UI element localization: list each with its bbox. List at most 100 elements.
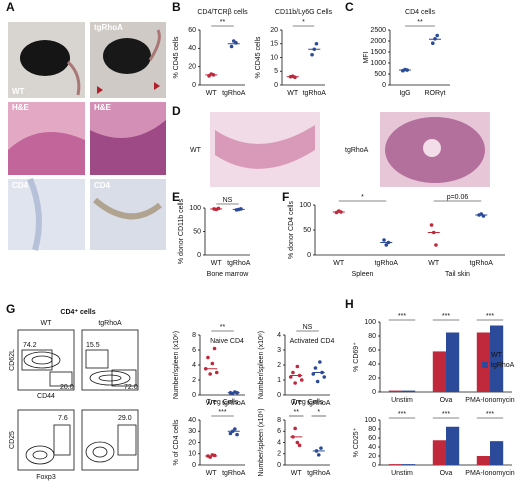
tissue (8, 132, 85, 175)
y-tick-label: 40 (188, 417, 196, 424)
gate-value: 20.0 (60, 384, 74, 391)
gate (111, 369, 137, 387)
y-tick-label: 0 (372, 462, 376, 469)
x-tick-label: Unstim (391, 470, 413, 477)
gate-value: 72.0 (124, 384, 138, 391)
image-label: H&E (12, 103, 30, 112)
significance: * (317, 409, 320, 416)
significance: p=0.06 (447, 194, 469, 201)
contour (85, 441, 115, 463)
significance: *** (218, 409, 226, 416)
x-tick-label: Ova (440, 470, 453, 477)
data-point (212, 453, 217, 458)
y-tick-label: 10 (270, 54, 278, 61)
tissue (215, 125, 315, 169)
data-point (235, 432, 239, 437)
data-point (429, 223, 434, 227)
data-point (310, 52, 314, 57)
x-tick-label: WT (333, 260, 345, 267)
bar (490, 325, 504, 392)
x-tick-label: tgRhoA (307, 470, 331, 477)
y-axis-label: % donor CD11b cells (178, 198, 185, 264)
image-label: H&E (94, 103, 112, 112)
flow-frame (17, 329, 75, 391)
significance: *** (442, 411, 450, 418)
y-tick-label: 1500 (370, 49, 386, 56)
y-tick-label: 2 (192, 377, 196, 384)
y-tick-label: 0 (382, 82, 386, 89)
y-tick-label: 40 (188, 45, 196, 52)
significance: NS (303, 324, 313, 331)
y-tick-label: 30 (188, 428, 196, 435)
x-tick-label: RORγt (425, 90, 446, 97)
x-tick-label: WT (206, 400, 218, 407)
x-tick-label: PMA-Ionomycin (465, 470, 515, 477)
y-tick-label: 0 (192, 462, 196, 469)
panel-label: H (345, 297, 354, 311)
x-tick-label: Unstim (391, 397, 413, 404)
x-tick-label: IgG (399, 90, 410, 97)
x-tick-label: WT (291, 400, 303, 407)
contour (25, 445, 55, 465)
image-label: tgRhoA (345, 147, 369, 154)
y-tick-label: 0 (277, 392, 281, 399)
mouse (20, 40, 70, 76)
gate (85, 349, 109, 369)
gate-value: 7.6 (58, 415, 68, 422)
contour (89, 370, 131, 386)
inner-label: Naive CD4 (210, 338, 244, 345)
y-tick-label: 500 (374, 71, 386, 78)
y-tick-label: 2 (277, 451, 281, 458)
y-axis-label: % CD25⁺ (353, 427, 360, 457)
x-tick-label: tgRhoA (222, 90, 246, 97)
panel-label: C (345, 0, 354, 14)
data-point (228, 431, 233, 436)
panel-label: B (172, 0, 181, 14)
y-tick-label: 20 (270, 27, 278, 34)
y-tick-label: 2000 (370, 38, 386, 45)
y-tick-label: 80 (368, 426, 376, 433)
y-axis-label: % of CD4 cells (173, 419, 180, 465)
y-tick-label: 4 (277, 332, 281, 339)
significance: *** (398, 313, 406, 320)
panel-label: E (172, 190, 180, 204)
contour (32, 450, 48, 460)
y-axis-label: % CD69⁺ (353, 342, 360, 372)
y-tick-label: 4 (192, 362, 196, 369)
significance: ** (220, 19, 226, 26)
flow-column: tgRhoA (98, 320, 122, 327)
y-tick-label: 20 (188, 439, 196, 446)
x-tick-label: WT (211, 260, 223, 267)
y-tick-label: 5 (274, 68, 278, 75)
x-tick-label: tgRhoA (307, 400, 331, 407)
legend-swatch (482, 362, 488, 368)
gate (53, 424, 71, 456)
x-tick-label: tgRhoA (303, 90, 327, 97)
y-tick-label: 0 (192, 392, 196, 399)
y-tick-label: 1 (277, 377, 281, 384)
significance: NS (223, 197, 233, 204)
data-point (210, 361, 215, 366)
legend-label: WT (491, 352, 503, 359)
data-point (295, 440, 300, 445)
data-point (382, 238, 386, 242)
y-tick-label: 100 (299, 202, 311, 209)
contour (92, 446, 108, 458)
group-label: Spleen (352, 271, 374, 278)
flow-axis: CD44 (37, 393, 55, 400)
bar (388, 464, 402, 465)
image-label: CD4 (12, 181, 29, 190)
data-point (318, 360, 322, 364)
bar (490, 441, 504, 465)
x-tick-label: tgRhoA (470, 260, 494, 267)
chart-title: Treg Cells (292, 399, 324, 406)
panel-label: G (6, 302, 15, 316)
panel-d-images (210, 112, 490, 187)
data-point (319, 446, 323, 450)
y-tick-label: 8 (192, 332, 196, 339)
y-tick-label: 3 (277, 347, 281, 354)
image-label: tgRhoA (94, 23, 123, 32)
bar (446, 332, 460, 392)
